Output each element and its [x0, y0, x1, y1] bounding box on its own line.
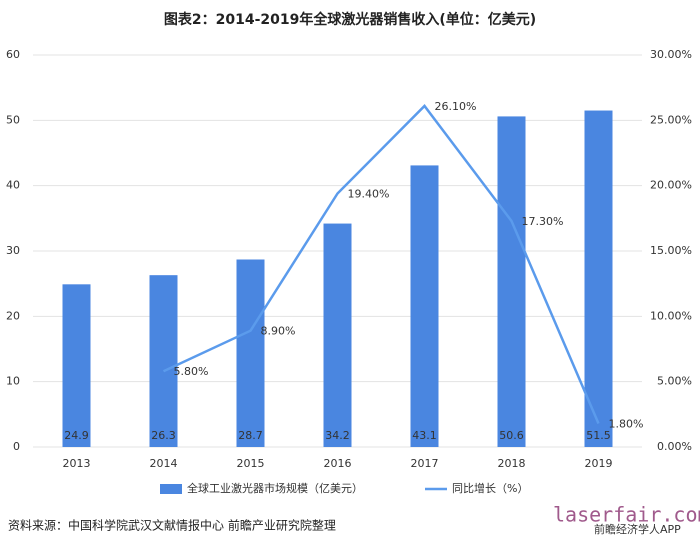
y2-tick-label: 20.00% [650, 179, 692, 192]
line-label: 5.80% [174, 365, 209, 378]
bar [236, 259, 265, 447]
bar-label: 50.6 [499, 429, 524, 442]
line-label: 26.10% [435, 100, 477, 113]
bar-label: 24.9 [64, 429, 89, 442]
chart-title: 图表2：2014-2019年全球激光器销售收入(单位：亿美元) [164, 11, 536, 28]
y-tick-label: 50 [6, 113, 20, 126]
bar-label: 34.2 [325, 429, 350, 442]
y2-tick-label: 15.00% [650, 244, 692, 257]
x-tick-label: 2016 [324, 457, 352, 470]
y2-tick-label: 5.00% [657, 375, 692, 388]
bar [584, 110, 613, 448]
y2-tick-label: 10.00% [650, 309, 692, 322]
line-label: 8.90% [261, 325, 296, 338]
y2-tick-label: 30.00% [650, 48, 692, 61]
bar [323, 223, 352, 447]
x-tick-label: 2013 [63, 457, 91, 470]
x-tick-label: 2015 [237, 457, 265, 470]
y-tick-label: 40 [6, 179, 20, 192]
x-tick-label: 2017 [411, 457, 439, 470]
bar [149, 275, 178, 447]
line-label: 17.30% [522, 215, 564, 228]
bar-label: 26.3 [151, 429, 176, 442]
bar [410, 165, 439, 447]
line-label: 19.40% [348, 188, 390, 201]
y-tick-label: 0 [13, 440, 20, 453]
y-tick-label: 30 [6, 244, 20, 257]
y-tick-label: 10 [6, 375, 20, 388]
bar [62, 284, 91, 447]
watermark: laserfair.com [553, 503, 700, 527]
legend-label: 同比增长（%） [452, 481, 528, 495]
x-tick-label: 2018 [498, 457, 526, 470]
legend-label: 全球工业激光器市场规模（亿美元） [187, 481, 363, 495]
y-tick-label: 20 [6, 309, 20, 322]
y2-tick-label: 0.00% [657, 440, 692, 453]
y2-tick-label: 25.00% [650, 113, 692, 126]
x-tick-label: 2019 [585, 457, 613, 470]
line-label: 1.80% [609, 417, 644, 430]
legend-swatch [160, 484, 182, 494]
watermark-app: 前瞻经济学人APP [594, 522, 681, 536]
source: 资料来源：中国科学院武汉文献情报中心 前瞻产业研究院整理 [8, 518, 336, 533]
x-tick-label: 2014 [150, 457, 178, 470]
y-tick-label: 60 [6, 48, 20, 61]
bar-label: 43.1 [412, 429, 437, 442]
bar-label: 51.5 [586, 429, 611, 442]
line [162, 104, 600, 424]
bar [497, 116, 526, 447]
bar-label: 28.7 [238, 429, 263, 442]
